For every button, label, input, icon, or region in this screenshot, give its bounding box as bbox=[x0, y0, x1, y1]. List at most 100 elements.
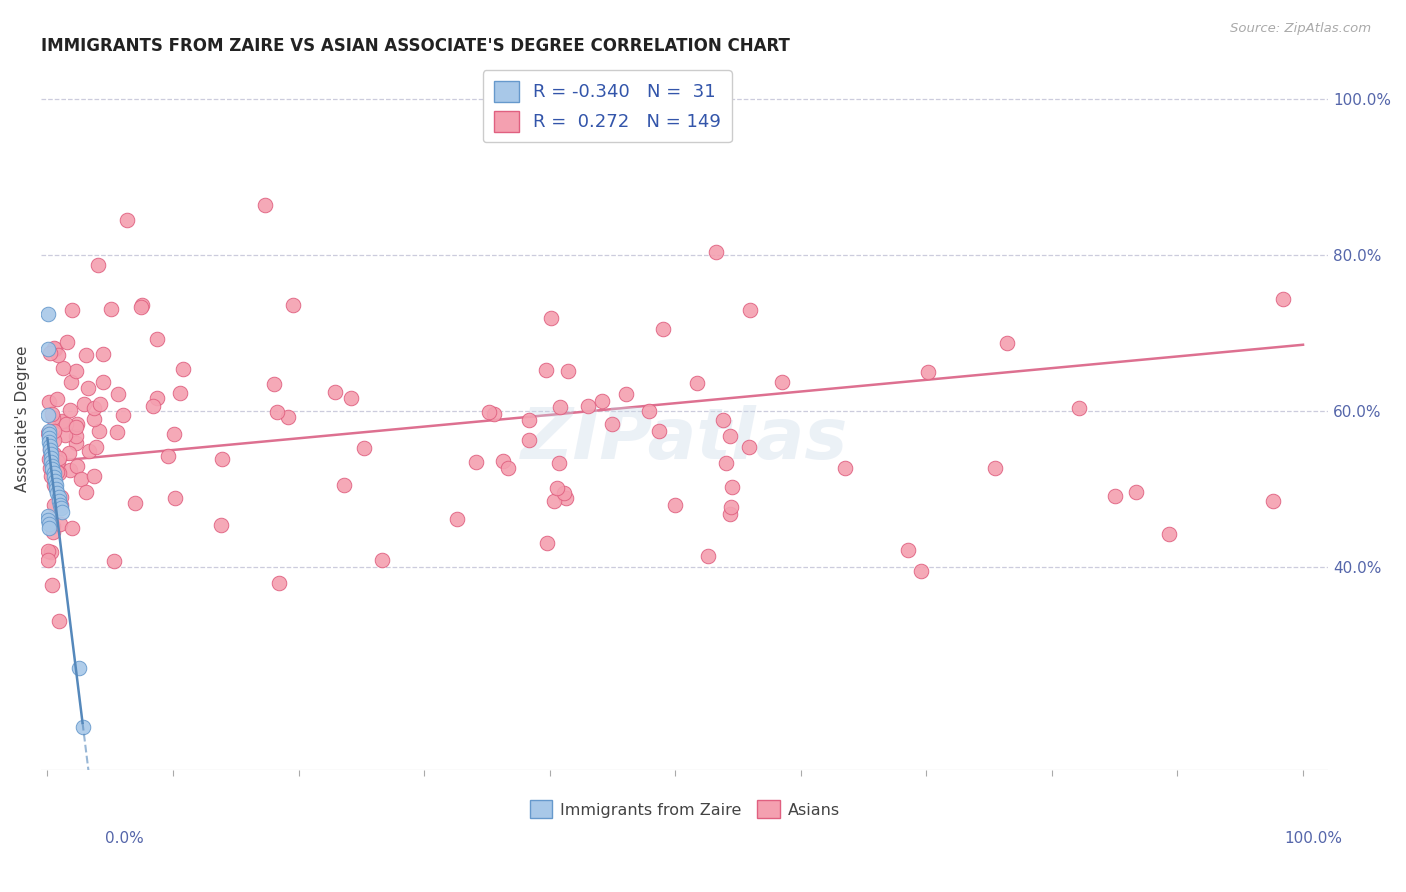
Point bbox=[38, 517, 60, 532]
Point bbox=[704, 244, 727, 259]
Point bbox=[267, 575, 290, 590]
Point bbox=[834, 461, 856, 475]
Point bbox=[38, 442, 60, 457]
Point bbox=[263, 377, 285, 392]
Point bbox=[124, 496, 146, 510]
Point bbox=[492, 454, 515, 468]
Point bbox=[51, 490, 73, 504]
Point bbox=[72, 397, 94, 411]
Point bbox=[536, 535, 558, 549]
Point bbox=[38, 439, 60, 453]
Point bbox=[38, 427, 60, 442]
Point bbox=[41, 408, 63, 422]
Point bbox=[209, 517, 232, 532]
Point bbox=[38, 435, 60, 450]
Point bbox=[66, 417, 89, 431]
Point bbox=[38, 514, 60, 528]
Point bbox=[1272, 292, 1295, 306]
Point bbox=[546, 482, 568, 496]
Point bbox=[77, 381, 100, 395]
Point bbox=[277, 409, 299, 424]
Point bbox=[38, 424, 60, 438]
Point bbox=[39, 447, 62, 461]
Point bbox=[157, 449, 180, 463]
Point bbox=[37, 513, 59, 527]
Text: IMMIGRANTS FROM ZAIRE VS ASIAN ASSOCIATE'S DEGREE CORRELATION CHART: IMMIGRANTS FROM ZAIRE VS ASIAN ASSOCIATE… bbox=[41, 37, 790, 55]
Point bbox=[52, 360, 75, 375]
Point bbox=[100, 302, 122, 317]
Point bbox=[65, 364, 87, 378]
Point bbox=[46, 455, 69, 469]
Point bbox=[83, 412, 105, 426]
Point bbox=[38, 451, 60, 466]
Point bbox=[87, 258, 110, 272]
Point bbox=[117, 213, 139, 227]
Point bbox=[37, 426, 59, 441]
Point bbox=[211, 451, 233, 466]
Point bbox=[44, 342, 66, 356]
Point bbox=[91, 347, 114, 361]
Point bbox=[720, 500, 742, 514]
Point bbox=[59, 402, 82, 417]
Point bbox=[42, 434, 65, 448]
Point bbox=[55, 334, 77, 349]
Point bbox=[37, 553, 59, 567]
Point bbox=[44, 498, 66, 512]
Point bbox=[129, 300, 152, 314]
Point bbox=[48, 516, 70, 531]
Point bbox=[718, 507, 741, 521]
Point bbox=[66, 458, 89, 473]
Point bbox=[89, 397, 111, 411]
Point bbox=[648, 424, 671, 438]
Point bbox=[163, 427, 186, 442]
Point bbox=[39, 455, 62, 469]
Point bbox=[555, 491, 578, 505]
Point bbox=[37, 342, 59, 356]
Y-axis label: Associate's Degree: Associate's Degree bbox=[15, 345, 30, 492]
Point bbox=[42, 411, 65, 425]
Point bbox=[51, 498, 73, 512]
Point bbox=[84, 440, 107, 454]
Point bbox=[48, 493, 70, 508]
Point bbox=[51, 415, 73, 429]
Point bbox=[637, 403, 659, 417]
Point bbox=[75, 348, 97, 362]
Point bbox=[44, 425, 66, 439]
Point bbox=[131, 298, 153, 312]
Point bbox=[48, 466, 70, 480]
Point bbox=[266, 405, 288, 419]
Point bbox=[103, 553, 125, 567]
Point bbox=[984, 461, 1007, 475]
Point bbox=[77, 444, 100, 458]
Point bbox=[65, 436, 87, 450]
Point bbox=[685, 376, 707, 390]
Point bbox=[45, 482, 67, 496]
Point bbox=[1125, 484, 1147, 499]
Point bbox=[83, 401, 105, 415]
Point bbox=[172, 361, 194, 376]
Point bbox=[163, 491, 186, 505]
Point bbox=[770, 376, 793, 390]
Point bbox=[39, 545, 62, 559]
Point bbox=[169, 386, 191, 401]
Point bbox=[534, 363, 557, 377]
Point bbox=[55, 417, 77, 431]
Point bbox=[333, 477, 356, 491]
Point bbox=[111, 409, 134, 423]
Point bbox=[740, 303, 762, 318]
Point bbox=[283, 298, 305, 312]
Point bbox=[51, 505, 73, 519]
Point bbox=[496, 460, 519, 475]
Point bbox=[48, 614, 70, 628]
Point bbox=[41, 519, 63, 533]
Text: Source: ZipAtlas.com: Source: ZipAtlas.com bbox=[1230, 22, 1371, 36]
Point bbox=[591, 394, 613, 409]
Point bbox=[1069, 401, 1091, 416]
Point bbox=[70, 472, 93, 486]
Point bbox=[83, 468, 105, 483]
Point bbox=[59, 375, 82, 389]
Point bbox=[711, 413, 734, 427]
Point bbox=[614, 387, 637, 401]
Point bbox=[1261, 493, 1284, 508]
Point bbox=[46, 392, 69, 406]
